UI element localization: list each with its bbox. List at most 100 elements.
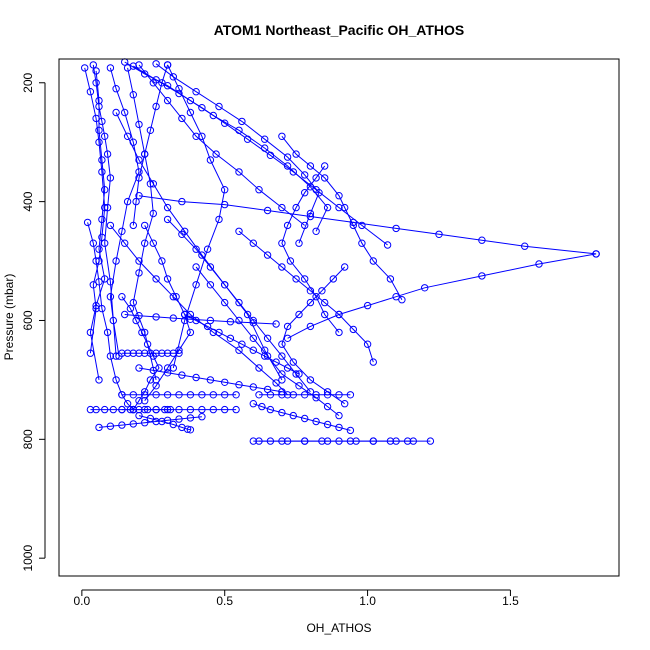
data-point (158, 257, 166, 265)
data-point (129, 91, 138, 99)
data-point (141, 239, 149, 247)
profile-line-17 (281, 266, 346, 405)
data-point (249, 319, 258, 327)
data-point (261, 352, 269, 360)
data-point (129, 221, 138, 230)
data-point (141, 419, 149, 427)
data-point (289, 168, 297, 176)
data-point (535, 260, 543, 268)
data-point (323, 420, 332, 429)
data-point (286, 257, 295, 265)
data-point (278, 352, 286, 360)
data-point (149, 366, 158, 375)
data-point (249, 383, 258, 391)
data-point (95, 423, 103, 432)
data-point (266, 437, 275, 445)
data-point (149, 180, 158, 188)
data-point (352, 437, 360, 445)
data-point (335, 391, 343, 399)
profile-line-21 (110, 225, 288, 396)
data-point (92, 257, 100, 265)
data-point (103, 150, 112, 158)
axes-group: 0.0 0.5 1.0 1.5 200 400 600 800 1000 (21, 72, 519, 608)
data-point (92, 79, 100, 87)
data-point (321, 298, 329, 307)
data-point (255, 391, 263, 399)
data-point (323, 391, 332, 399)
data-point (306, 162, 315, 170)
data-point (295, 370, 303, 378)
data-point (89, 239, 98, 247)
data-point (255, 186, 263, 194)
data-point (101, 239, 109, 247)
data-point (129, 349, 138, 357)
data-points-group (81, 58, 600, 445)
data-point (135, 269, 143, 277)
data-point (312, 391, 320, 399)
data-point (129, 138, 138, 146)
data-point (323, 388, 332, 396)
data-point (346, 437, 355, 445)
data-point (346, 391, 355, 399)
data-point (112, 376, 120, 384)
data-point (383, 241, 392, 249)
data-point (121, 108, 129, 117)
data-point (95, 245, 103, 253)
data-point (181, 310, 189, 319)
data-point (266, 151, 275, 160)
data-point (221, 186, 229, 194)
data-point (263, 385, 272, 394)
data-point (152, 382, 160, 390)
data-point (149, 209, 158, 218)
data-point (235, 298, 243, 307)
data-point (363, 340, 372, 348)
data-point (206, 376, 215, 384)
data-point (112, 257, 120, 265)
data-point (243, 310, 252, 319)
data-point (98, 215, 106, 224)
x-axis-label: OH_ATHOS (306, 621, 371, 635)
data-point (106, 174, 115, 182)
data-point (101, 275, 109, 283)
data-point (135, 397, 143, 405)
data-point (283, 221, 292, 230)
data-point (163, 416, 172, 424)
data-point (143, 405, 152, 414)
data-point (283, 153, 292, 161)
data-point (335, 310, 343, 319)
data-point (321, 310, 329, 319)
data-point (118, 421, 126, 429)
data-point (152, 391, 160, 399)
data-point (103, 328, 112, 337)
data-point (98, 233, 106, 242)
data-point (175, 405, 183, 414)
data-point (169, 420, 178, 429)
data-point (141, 405, 149, 414)
data-point (186, 108, 195, 117)
data-point (283, 437, 292, 445)
data-point (178, 114, 186, 123)
data-point (283, 334, 292, 342)
data-point (306, 298, 315, 307)
data-point (118, 405, 126, 414)
data-point (163, 364, 172, 372)
data-point (166, 405, 175, 414)
data-point (98, 304, 106, 313)
data-point (235, 346, 243, 354)
data-point (106, 422, 115, 430)
data-point (163, 349, 172, 357)
data-point (261, 135, 269, 143)
data-point (152, 349, 160, 357)
data-point (209, 328, 218, 337)
data-point (323, 437, 332, 445)
data-point (301, 221, 309, 230)
data-point (135, 364, 143, 372)
data-point (95, 278, 103, 286)
data-point (221, 378, 229, 386)
data-point (232, 391, 240, 399)
data-point (121, 310, 129, 319)
data-point (306, 209, 315, 218)
data-point (123, 132, 132, 141)
data-point (149, 239, 158, 247)
data-point (369, 257, 377, 265)
